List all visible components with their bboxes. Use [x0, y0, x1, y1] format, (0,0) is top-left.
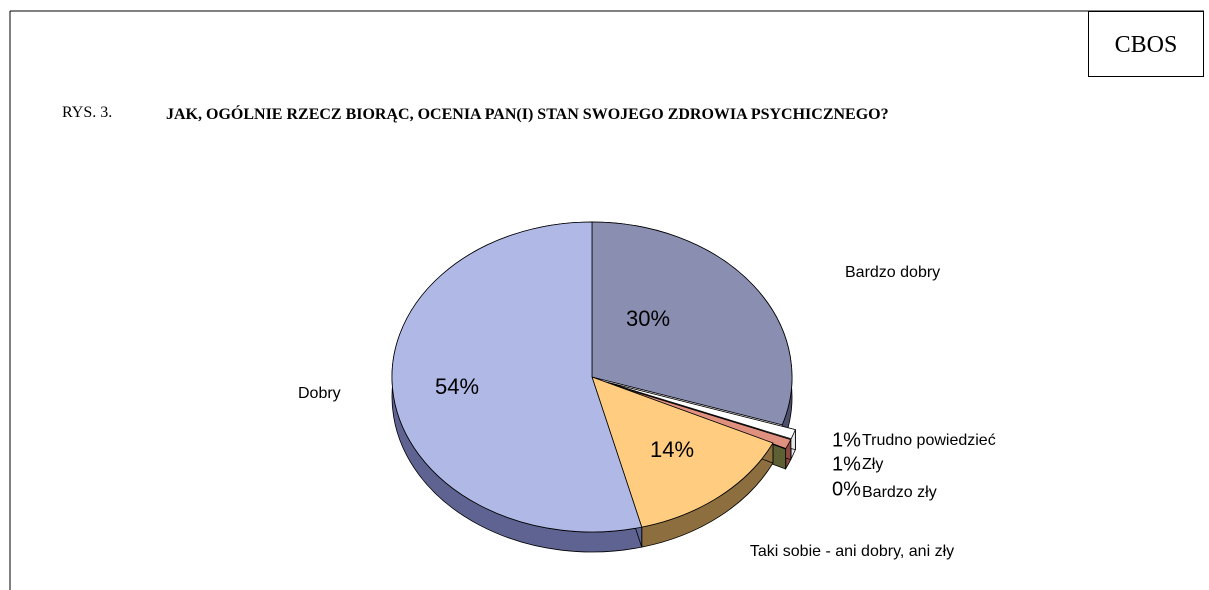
slice: [591, 376, 774, 528]
category-label: Dobry: [298, 385, 341, 402]
slice: [591, 221, 793, 426]
category-label: Bardzo zły: [862, 484, 937, 501]
category-label: Taki sobie - ani dobry, ani zły: [750, 543, 954, 560]
category-label: Bardzo dobry: [845, 264, 940, 281]
value-label: 1%: [832, 429, 861, 451]
slice: [391, 221, 643, 533]
value-label: 0%: [832, 478, 861, 500]
category-label: Zły: [862, 456, 883, 473]
chart-title: JAK, OGÓLNIE RZECZ BIORĄC, OCENIA PAN(I)…: [166, 106, 889, 123]
value-label: 54%: [435, 374, 479, 399]
source-box: CBOS: [1088, 11, 1204, 77]
value-label: 14%: [650, 437, 694, 462]
slice: [605, 381, 796, 440]
figure-number: RYS. 3.: [62, 104, 113, 121]
value-label: 30%: [626, 306, 670, 331]
value-label: 1%: [832, 453, 861, 475]
category-label: Trudno powiedzieć: [862, 432, 996, 449]
